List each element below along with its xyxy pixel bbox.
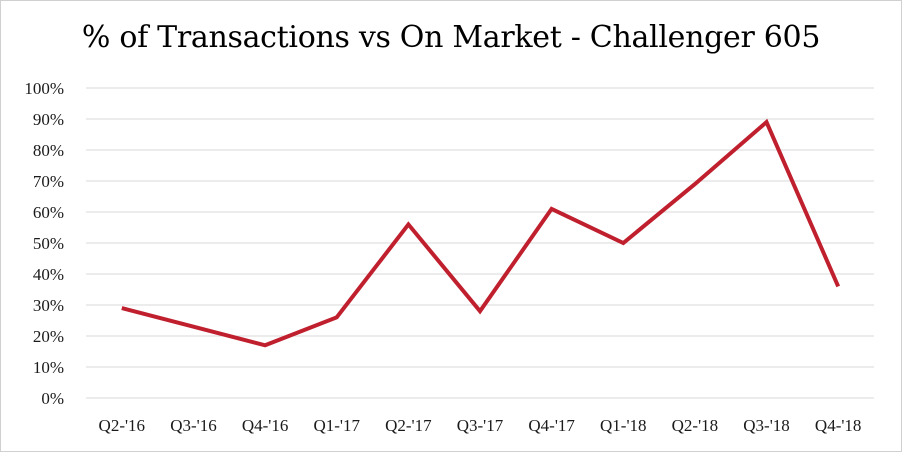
y-tick-label: 40% bbox=[33, 265, 64, 284]
chart-title: % of Transactions vs On Market - Challen… bbox=[81, 20, 821, 55]
x-tick-label: Q1-'18 bbox=[600, 416, 647, 435]
x-tick-label: Q4-'18 bbox=[815, 416, 862, 435]
y-axis-labels: 0% 10% 20% 30% 40% 50% 60% 70% 80% 90% 100% bbox=[24, 79, 64, 408]
x-tick-label: Q2-'16 bbox=[99, 416, 146, 435]
y-tick-label: 90% bbox=[33, 110, 64, 129]
x-tick-label: Q4-'16 bbox=[242, 416, 289, 435]
y-tick-label: 80% bbox=[33, 141, 64, 160]
x-tick-label: Q4-'17 bbox=[528, 416, 575, 435]
x-tick-label: Q2-'17 bbox=[385, 416, 432, 435]
y-tick-label: 100% bbox=[24, 79, 64, 98]
x-axis-labels: Q2-'16 Q3-'16 Q4-'16 Q1-'17 Q2-'17 Q3-'17 Q4-'… bbox=[99, 416, 862, 435]
y-tick-label: 70% bbox=[33, 172, 64, 191]
y-tick-label: 60% bbox=[33, 203, 64, 222]
x-tick-label: Q3-'18 bbox=[743, 416, 790, 435]
x-tick-label: Q3-'16 bbox=[170, 416, 217, 435]
series-lines bbox=[121, 118, 841, 348]
gridlines bbox=[86, 87, 874, 399]
x-tick-label: Q3-'17 bbox=[457, 416, 504, 435]
y-tick-label: 0% bbox=[41, 389, 64, 408]
x-tick-label: Q2-'18 bbox=[672, 416, 719, 435]
series-line bbox=[121, 118, 841, 348]
y-tick-label: 50% bbox=[33, 234, 64, 253]
y-tick-label: 20% bbox=[33, 327, 64, 346]
y-tick-label: 30% bbox=[33, 296, 64, 315]
x-tick-label: Q1-'17 bbox=[313, 416, 360, 435]
y-tick-label: 10% bbox=[33, 358, 64, 377]
